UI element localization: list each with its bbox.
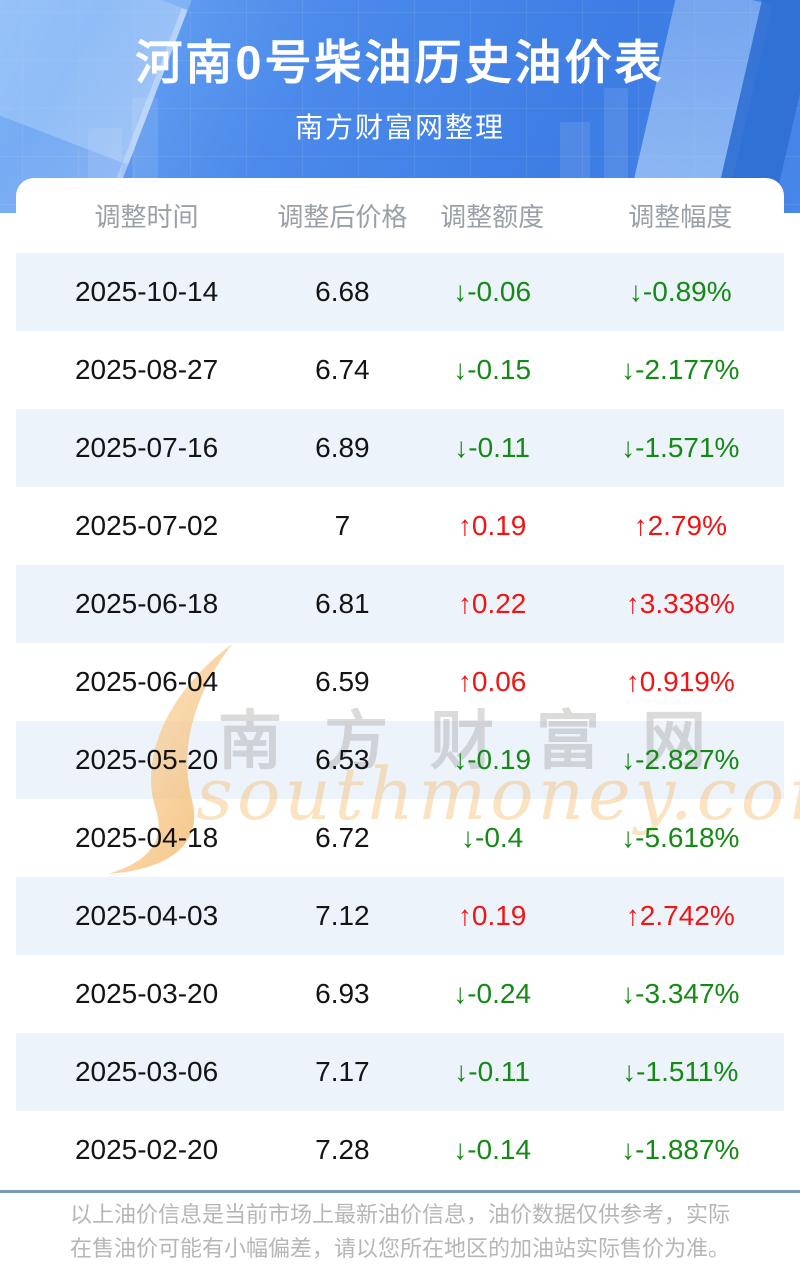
cell-change: ↓-0.24 [453, 978, 532, 1009]
hero-banner: 河南0号柴油历史油价表 南方财富网整理 [0, 0, 800, 213]
table-row: 2025-07-02 7 ↑0.19 ↑2.79% [16, 487, 784, 565]
cell-date: 2025-06-18 [74, 588, 219, 619]
cell-date: 2025-10-14 [74, 276, 219, 307]
table-row: 2025-06-04 6.59 ↑0.06 ↑0.919% [16, 643, 784, 721]
cell-date: 2025-07-16 [74, 432, 219, 463]
cell-percent: ↓-5.618% [621, 822, 740, 853]
price-table-card: 调整时间 调整后价格 调整额度 调整幅度 2025-10-14 6.68 ↓-0… [16, 178, 784, 1189]
table-row: 2025-03-06 7.17 ↓-0.11 ↓-1.511% [16, 1033, 784, 1111]
page-title: 河南0号柴油历史油价表 [135, 36, 665, 89]
cell-date: 2025-04-03 [74, 900, 219, 931]
cell-date: 2025-06-04 [74, 666, 219, 697]
table-row: 2025-03-20 6.93 ↓-0.24 ↓-3.347% [16, 955, 784, 1033]
cell-date: 2025-08-27 [74, 354, 219, 385]
cell-price: 6.74 [315, 354, 370, 385]
cell-change: ↓-0.14 [453, 1134, 532, 1165]
table-header-row: 调整时间 调整后价格 调整额度 调整幅度 [16, 178, 784, 253]
cell-price: 7.17 [315, 1056, 370, 1087]
cell-change: ↑0.22 [457, 588, 527, 619]
cell-price: 7 [334, 510, 351, 541]
cell-date: 2025-03-20 [74, 978, 219, 1009]
cell-change: ↓-0.11 [454, 1056, 530, 1087]
cell-price: 6.68 [315, 276, 370, 307]
page-subtitle: 南方财富网整理 [294, 112, 505, 143]
cell-price: 6.93 [315, 978, 370, 1009]
cell-percent: ↓-1.571% [621, 432, 740, 463]
cell-date: 2025-04-18 [74, 822, 219, 853]
table-row: 2025-05-20 6.53 ↓-0.19 ↓-2.827% [16, 721, 784, 799]
cell-percent: ↑0.919% [625, 666, 735, 697]
cell-date: 2025-03-06 [74, 1056, 219, 1087]
cell-percent: ↓-2.827% [621, 744, 740, 775]
cell-percent: ↓-1.511% [622, 1056, 739, 1087]
footer-divider [0, 1190, 800, 1193]
cell-price: 6.59 [315, 666, 370, 697]
column-header-percent: 调整幅度 [628, 202, 733, 232]
cell-change: ↓-0.19 [453, 744, 532, 775]
cell-price: 6.89 [315, 432, 370, 463]
cell-change: ↓-0.15 [453, 354, 532, 385]
cell-change: ↑0.06 [457, 666, 527, 697]
column-header-price: 调整后价格 [277, 202, 408, 232]
disclaimer-text: 以上油价信息是当前市场上最新油价信息，油价数据仅供参考，实际在售油价可能有小幅偏… [70, 1202, 731, 1261]
cell-percent: ↑3.338% [625, 588, 735, 619]
cell-change: ↓-0.06 [453, 276, 532, 307]
column-header-date: 调整时间 [94, 202, 199, 232]
cell-price: 6.81 [315, 588, 370, 619]
table-row: 2025-08-27 6.74 ↓-0.15 ↓-2.177% [16, 331, 784, 409]
table-body: 2025-10-14 6.68 ↓-0.06 ↓-0.89% 2025-08-2… [16, 253, 784, 1189]
column-header-change: 调整额度 [440, 202, 545, 232]
cell-percent: ↓-0.89% [628, 276, 732, 307]
cell-price: 7.12 [315, 900, 370, 931]
cell-percent: ↑2.79% [633, 510, 727, 541]
cell-change: ↑0.19 [457, 900, 527, 931]
cell-change: ↓-0.4 [461, 822, 524, 853]
cell-price: 6.53 [315, 744, 370, 775]
cell-date: 2025-07-02 [74, 510, 219, 541]
cell-percent: ↓-3.347% [621, 978, 740, 1009]
cell-percent: ↑2.742% [625, 900, 735, 931]
table-row: 2025-10-14 6.68 ↓-0.06 ↓-0.89% [16, 253, 784, 331]
table-row: 2025-04-03 7.12 ↑0.19 ↑2.742% [16, 877, 784, 955]
cell-price: 6.72 [315, 822, 370, 853]
table-row: 2025-02-20 7.28 ↓-0.14 ↓-1.887% [16, 1111, 784, 1189]
cell-percent: ↓-1.887% [621, 1134, 740, 1165]
table-row: 2025-06-18 6.81 ↑0.22 ↑3.338% [16, 565, 784, 643]
table-row: 2025-04-18 6.72 ↓-0.4 ↓-5.618% [16, 799, 784, 877]
cell-change: ↑0.19 [457, 510, 527, 541]
cell-date: 2025-02-20 [74, 1134, 219, 1165]
cell-date: 2025-05-20 [74, 744, 219, 775]
cell-percent: ↓-2.177% [621, 354, 740, 385]
cell-change: ↓-0.11 [454, 432, 530, 463]
table-row: 2025-07-16 6.89 ↓-0.11 ↓-1.571% [16, 409, 784, 487]
cell-price: 7.28 [315, 1134, 370, 1165]
